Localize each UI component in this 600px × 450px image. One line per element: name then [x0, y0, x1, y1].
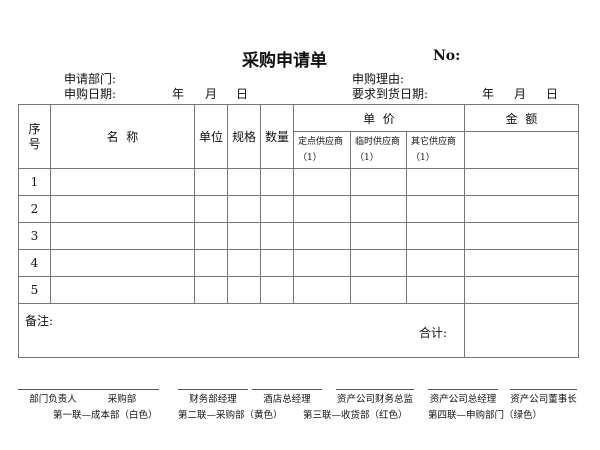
remark-cell[interactable]: 备注: 合计:	[18, 303, 465, 358]
day-label: 日	[546, 87, 559, 101]
table-row: 2	[18, 195, 579, 223]
copy-note: 第三联—收货部（红色）	[303, 410, 408, 421]
table-cell[interactable]	[227, 195, 261, 223]
table-row: 4	[18, 249, 579, 277]
row-number: 2	[18, 195, 51, 223]
table-cell[interactable]	[50, 276, 195, 304]
table-cell[interactable]	[227, 222, 261, 250]
remark-label: 备注:	[25, 314, 54, 328]
table-cell[interactable]	[227, 249, 261, 277]
table-cell[interactable]	[406, 276, 465, 304]
table-cell[interactable]	[464, 249, 579, 277]
table-cell[interactable]	[50, 222, 195, 250]
copy-note: 第二联—采购部（黄色）	[178, 410, 283, 421]
row-number: 5	[18, 276, 51, 304]
header-name: 名 称	[50, 104, 195, 169]
table-cell[interactable]	[194, 249, 228, 277]
table-cell[interactable]	[293, 222, 351, 250]
row-number: 3	[18, 222, 51, 250]
table-cell[interactable]	[227, 168, 261, 196]
total-label: 合计:	[419, 326, 448, 340]
header-unit: 单位	[194, 104, 228, 169]
apply-date-label: 申购日期:	[64, 87, 117, 101]
year-label: 年	[482, 87, 495, 101]
table-row: 3	[18, 222, 579, 250]
month-label: 月	[205, 87, 218, 101]
signature-line[interactable]: 资产公司董事长	[510, 389, 577, 405]
table-cell[interactable]	[350, 168, 407, 196]
header-temp-supplier: 临时供应商 （1）	[350, 131, 407, 169]
table-cell[interactable]	[194, 222, 228, 250]
header-spec: 规格	[227, 104, 261, 169]
table-cell[interactable]	[293, 195, 351, 223]
header-price: 单 价	[293, 104, 465, 132]
required-date-label: 要求到货日期:	[352, 87, 429, 101]
header-amount: 金 额	[464, 104, 579, 132]
header-qty: 数量	[260, 104, 294, 169]
table-row: 5	[18, 276, 579, 304]
table-cell[interactable]	[260, 222, 294, 250]
table-cell[interactable]	[406, 168, 465, 196]
year-label: 年	[172, 87, 185, 101]
signature-line[interactable]: 采购部	[85, 389, 159, 405]
copy-note: 第一联—成本部（白色）	[53, 410, 158, 421]
signature-line[interactable]: 资产公司总经理	[428, 389, 498, 405]
table-cell[interactable]	[293, 249, 351, 277]
table-cell[interactable]	[260, 249, 294, 277]
table-cell[interactable]	[194, 168, 228, 196]
signature-line[interactable]: 资产公司财务总监	[336, 389, 414, 405]
header-other-supplier: 其它供应商 （1）	[406, 131, 465, 169]
copy-note: 第四联—申购部门（绿色）	[428, 410, 543, 421]
form-number-label: No:	[433, 48, 461, 64]
table-cell[interactable]	[293, 276, 351, 304]
items-table: 序号 名 称 单位 规格 数量 单 价 金 额 定点供应商 （1） 临时供应商 …	[18, 104, 579, 358]
table-cell[interactable]	[406, 222, 465, 250]
signature-line[interactable]: 酒店总经理	[252, 389, 322, 405]
amount-subheader	[464, 131, 579, 169]
table-cell[interactable]	[50, 195, 195, 223]
table-cell[interactable]	[227, 276, 261, 304]
form-title: 采购申请单	[242, 51, 327, 71]
table-cell[interactable]	[350, 276, 407, 304]
signature-line[interactable]: 财务部经理	[178, 389, 248, 405]
table-cell[interactable]	[406, 249, 465, 277]
table-cell[interactable]	[464, 195, 579, 223]
header-seq: 序号	[18, 104, 51, 169]
table-cell[interactable]	[350, 249, 407, 277]
row-number: 1	[18, 168, 51, 196]
table-cell[interactable]	[260, 276, 294, 304]
reason-label: 申购理由:	[352, 72, 405, 86]
table-cell[interactable]	[260, 168, 294, 196]
month-label: 月	[514, 87, 527, 101]
table-cell[interactable]	[260, 195, 294, 223]
table-cell[interactable]	[350, 195, 407, 223]
table-cell[interactable]	[464, 222, 579, 250]
header-fixed-supplier: 定点供应商 （1）	[293, 131, 351, 169]
table-cell[interactable]	[194, 195, 228, 223]
dept-label: 申请部门:	[64, 72, 117, 86]
table-cell[interactable]	[50, 249, 195, 277]
table-row: 1	[18, 168, 579, 196]
table-cell[interactable]	[464, 276, 579, 304]
table-cell[interactable]	[293, 168, 351, 196]
table-cell[interactable]	[406, 195, 465, 223]
signature-line[interactable]: 部门负责人	[18, 389, 88, 405]
table-cell[interactable]	[464, 168, 579, 196]
table-cell[interactable]	[350, 222, 407, 250]
total-amount-cell[interactable]	[464, 303, 579, 358]
table-cell[interactable]	[194, 276, 228, 304]
row-number: 4	[18, 249, 51, 277]
table-cell[interactable]	[50, 168, 195, 196]
day-label: 日	[236, 87, 249, 101]
